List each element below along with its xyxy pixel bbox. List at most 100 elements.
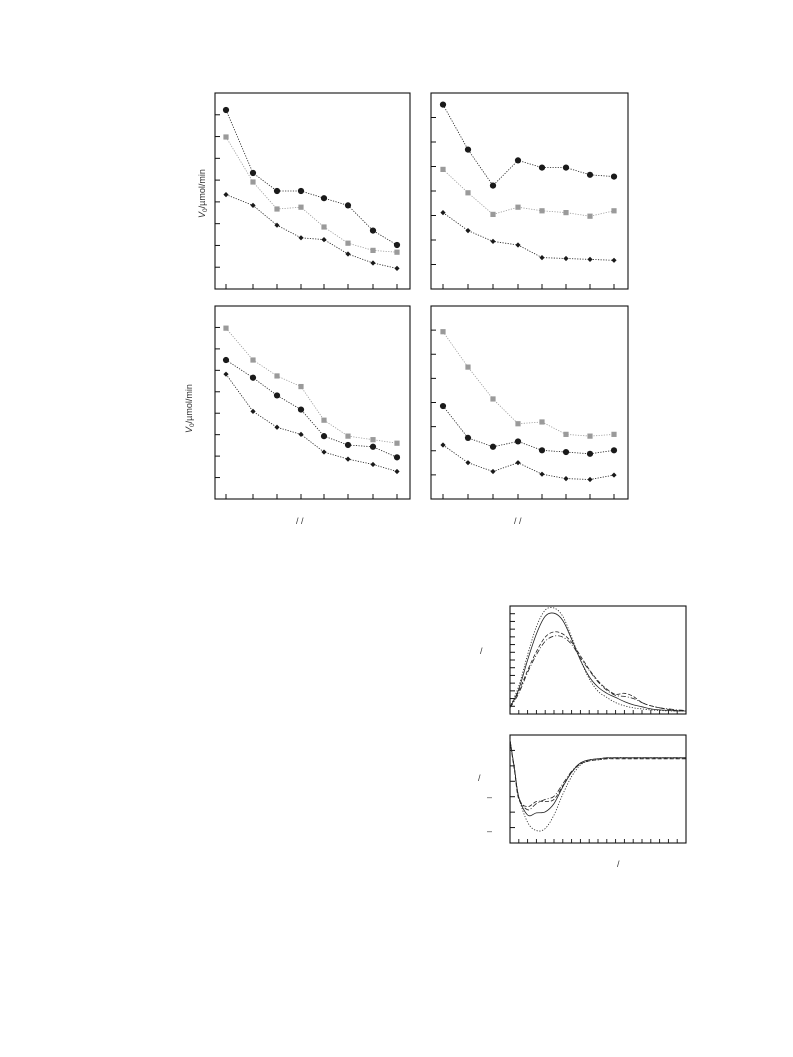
- spec-xlabel: /: [617, 859, 620, 869]
- data-point: [562, 164, 570, 171]
- data-point: [539, 208, 545, 214]
- xlabel-left-marks: / /: [296, 516, 304, 526]
- chart-spectrum-top: [509, 605, 687, 715]
- plot-frame: [430, 305, 629, 500]
- data-point: [370, 260, 376, 266]
- series-3: [509, 631, 687, 712]
- data-point: [611, 472, 617, 478]
- series-line: [225, 359, 398, 458]
- data-point: [439, 402, 447, 410]
- series-4: [509, 635, 687, 711]
- data-point: [297, 187, 305, 195]
- data-point: [515, 460, 521, 466]
- spectrum-curve: [509, 740, 686, 817]
- data-point: [538, 447, 546, 454]
- xlabel-right-marks: / /: [514, 516, 522, 526]
- series-4: [509, 740, 686, 811]
- data-point: [440, 442, 446, 448]
- series-2: [509, 612, 686, 712]
- data-point: [611, 431, 617, 437]
- data-point: [370, 437, 376, 443]
- spectrum-curve: [509, 612, 686, 712]
- data-point: [321, 417, 327, 423]
- data-point: [440, 210, 446, 216]
- data-point: [370, 247, 376, 253]
- bottom-ylabel: V0/µmol/min: [184, 384, 196, 433]
- spec-bottom-tick-label-2: –: [487, 826, 492, 836]
- data-point: [440, 166, 446, 172]
- plot-frame: [214, 305, 411, 500]
- data-point: [223, 134, 229, 140]
- series-1: [222, 106, 401, 249]
- series-1: [509, 607, 686, 712]
- data-point: [562, 448, 570, 456]
- data-point: [274, 373, 280, 379]
- data-point: [273, 187, 281, 195]
- data-point: [610, 173, 618, 180]
- series-1: [439, 101, 618, 189]
- series-2: [440, 166, 617, 219]
- data-point: [369, 227, 377, 234]
- series-2: [222, 356, 401, 461]
- data-point: [250, 408, 256, 414]
- data-point: [514, 438, 522, 445]
- top-ylabel-main: V: [197, 211, 207, 218]
- data-point: [539, 419, 545, 425]
- data-point: [394, 249, 400, 255]
- data-point: [345, 251, 351, 257]
- series-line: [442, 212, 615, 261]
- data-point: [515, 421, 521, 427]
- series-line: [225, 194, 398, 269]
- data-point: [465, 460, 471, 466]
- series-1: [509, 739, 686, 832]
- data-point: [611, 257, 617, 263]
- series-line: [442, 104, 615, 187]
- data-point: [563, 210, 569, 216]
- data-point: [321, 449, 327, 455]
- data-point: [223, 371, 229, 377]
- data-point: [298, 204, 304, 210]
- series-line: [225, 136, 398, 253]
- data-point: [394, 440, 400, 446]
- plot-frame: [214, 92, 411, 290]
- data-point: [610, 447, 618, 454]
- top-ylabel: V0/µmol/min: [197, 169, 209, 218]
- spectrum-curve: [509, 741, 686, 808]
- chart-top-left: [214, 92, 411, 290]
- data-point: [586, 171, 594, 178]
- series-line: [442, 331, 615, 437]
- data-point: [586, 450, 594, 457]
- spectrum-curve: [509, 631, 687, 712]
- top-ylabel-sub: 0: [202, 208, 209, 212]
- data-point: [345, 240, 351, 246]
- chart-top-right: [430, 92, 629, 290]
- data-point: [490, 396, 496, 402]
- spectrum-curve: [509, 607, 686, 712]
- plot-frame: [509, 734, 687, 844]
- data-point: [490, 238, 496, 244]
- chart-panels: [214, 92, 687, 844]
- data-point: [370, 461, 376, 468]
- chart-bottom-left: [214, 305, 411, 500]
- spec-bottom-ylabel: /: [478, 773, 481, 783]
- series-3: [223, 371, 400, 475]
- bottom-ylabel-main: V: [184, 426, 194, 433]
- data-point: [274, 206, 280, 212]
- data-point: [465, 228, 471, 234]
- data-point: [393, 454, 401, 461]
- data-point: [490, 468, 496, 475]
- data-point: [394, 265, 400, 271]
- data-point: [222, 106, 230, 114]
- data-point: [539, 255, 545, 261]
- series-3: [509, 741, 686, 808]
- data-point: [563, 255, 569, 262]
- spectrum-curve: [509, 740, 686, 811]
- series-3: [440, 442, 617, 483]
- data-point: [563, 431, 569, 437]
- data-point: [223, 192, 229, 198]
- top-ylabel-unit: /µmol/min: [197, 169, 207, 208]
- data-point: [587, 256, 593, 262]
- data-point: [539, 471, 545, 477]
- data-point: [611, 208, 617, 214]
- data-point: [394, 468, 400, 475]
